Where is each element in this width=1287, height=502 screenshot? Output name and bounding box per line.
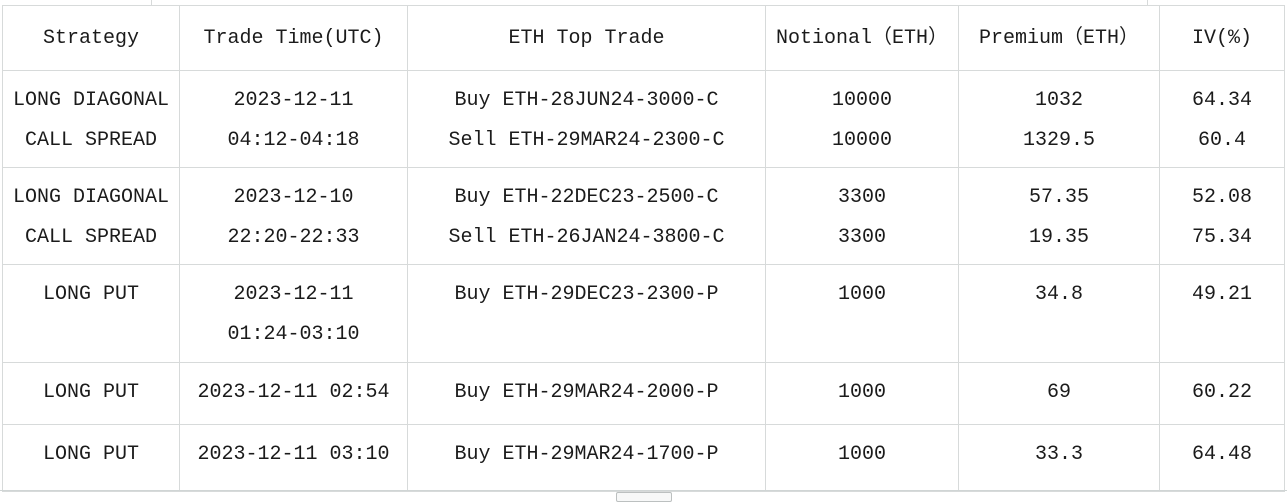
table-row: LONG PUT 2023-12-11 01:24-03:10 Buy ETH-… — [2, 264, 1285, 363]
line: 57.35 — [1028, 186, 1089, 209]
cell-trade-time: 2023-12-11 04:12-04:18 — [179, 70, 408, 168]
cell-iv: 64.34 60.4 — [1159, 70, 1285, 168]
cell-premium: 69 — [958, 362, 1160, 425]
cell-notional: 1000 — [765, 264, 959, 363]
line: 1000 — [837, 283, 886, 306]
line: 69 — [1046, 381, 1071, 404]
cell-notional: 1000 — [765, 362, 959, 425]
table-row: LONG PUT 2023-12-11 03:10 Buy ETH-29MAR2… — [2, 424, 1285, 492]
line: 01:24-03:10 — [227, 323, 360, 346]
cell-trades: Buy ETH-22DEC23-2500-C Sell ETH-26JAN24-… — [407, 167, 766, 265]
cell-strategy: LONG PUT — [2, 264, 180, 363]
cell-strategy: LONG DIAGONAL CALL SPREAD — [2, 70, 180, 168]
cell-premium: 34.8 — [958, 264, 1160, 363]
line: LONG PUT — [42, 443, 139, 466]
line: 2023-12-10 — [233, 186, 354, 209]
line: 1032 — [1034, 89, 1083, 112]
cell-trades: Buy ETH-29DEC23-2300-P — [407, 264, 766, 363]
line: 1000 — [837, 443, 886, 466]
line: 33.3 — [1034, 443, 1083, 466]
line: 22:20-22:33 — [227, 226, 360, 249]
header-trade-time: Trade Time(UTC) — [179, 5, 408, 71]
line: Buy ETH-28JUN24-3000-C — [454, 89, 719, 112]
cell-premium: 1032 1329.5 — [958, 70, 1160, 168]
line: Buy ETH-29MAR24-1700-P — [454, 443, 719, 466]
cell-trade-time: 2023-12-11 03:10 — [179, 424, 408, 492]
line: LONG DIAGONAL — [12, 186, 170, 209]
line: 75.34 — [1191, 226, 1252, 249]
line: 19.35 — [1028, 226, 1089, 249]
cell-trades: Buy ETH-28JUN24-3000-C Sell ETH-29MAR24-… — [407, 70, 766, 168]
line: 2023-12-11 — [233, 283, 354, 306]
cropped-row-border-remnant-right — [1147, 0, 1148, 5]
header-row: Strategy Trade Time(UTC) ETH Top Trade N… — [2, 5, 1285, 71]
eth-top-trade-table: Strategy Trade Time(UTC) ETH Top Trade N… — [2, 5, 1285, 492]
cell-premium: 57.35 19.35 — [958, 167, 1160, 265]
line: 2023-12-11 02:54 — [197, 381, 390, 404]
cell-iv: 49.21 — [1159, 264, 1285, 363]
line: 60.22 — [1191, 381, 1252, 404]
line: Buy ETH-29MAR24-2000-P — [454, 381, 719, 404]
line: Sell ETH-29MAR24-2300-C — [448, 129, 725, 152]
line: 49.21 — [1191, 283, 1252, 306]
line: 10000 — [831, 89, 892, 112]
cropped-row-border-remnant-left — [151, 0, 152, 5]
header-iv: IV(%) — [1159, 5, 1285, 71]
line: LONG DIAGONAL — [12, 89, 170, 112]
line: CALL SPREAD — [24, 129, 158, 152]
cell-trades: Buy ETH-29MAR24-2000-P — [407, 362, 766, 425]
line: 3300 — [837, 186, 886, 209]
line: 60.4 — [1197, 129, 1246, 152]
line: 64.48 — [1191, 443, 1252, 466]
cell-iv: 64.48 — [1159, 424, 1285, 492]
line: 10000 — [831, 129, 892, 152]
line: CALL SPREAD — [24, 226, 158, 249]
table-row: LONG DIAGONAL CALL SPREAD 2023-12-10 22:… — [2, 167, 1285, 265]
cell-notional: 10000 10000 — [765, 70, 959, 168]
header-notional: Notional（ETH） — [765, 5, 959, 71]
cell-premium: 33.3 — [958, 424, 1160, 492]
header-strategy: Strategy — [2, 5, 180, 71]
cell-trade-time: 2023-12-11 01:24-03:10 — [179, 264, 408, 363]
table-row: LONG PUT 2023-12-11 02:54 Buy ETH-29MAR2… — [2, 362, 1285, 425]
line: 1000 — [837, 381, 886, 404]
cell-notional: 1000 — [765, 424, 959, 492]
cell-iv: 52.08 75.34 — [1159, 167, 1285, 265]
line: 3300 — [837, 226, 886, 249]
table-row: LONG DIAGONAL CALL SPREAD 2023-12-11 04:… — [2, 70, 1285, 168]
line: Buy ETH-22DEC23-2500-C — [454, 186, 719, 209]
line: 2023-12-11 — [233, 89, 354, 112]
cell-trades: Buy ETH-29MAR24-1700-P — [407, 424, 766, 492]
line: 1329.5 — [1022, 129, 1095, 152]
cell-trade-time: 2023-12-10 22:20-22:33 — [179, 167, 408, 265]
line: LONG PUT — [42, 381, 139, 404]
bottom-divider — [0, 490, 1287, 491]
line: 64.34 — [1191, 89, 1252, 112]
cell-trade-time: 2023-12-11 02:54 — [179, 362, 408, 425]
line: 04:12-04:18 — [227, 129, 360, 152]
line: Buy ETH-29DEC23-2300-P — [454, 283, 719, 306]
header-premium: Premium（ETH） — [958, 5, 1160, 71]
line: 2023-12-11 03:10 — [197, 443, 390, 466]
header-eth-top-trade: ETH Top Trade — [407, 5, 766, 71]
cell-strategy: LONG DIAGONAL CALL SPREAD — [2, 167, 180, 265]
line: LONG PUT — [42, 283, 139, 306]
line: 52.08 — [1191, 186, 1252, 209]
cell-notional: 3300 3300 — [765, 167, 959, 265]
cell-strategy: LONG PUT — [2, 424, 180, 492]
cropped-element-below-table — [616, 492, 672, 502]
cell-iv: 60.22 — [1159, 362, 1285, 425]
cell-strategy: LONG PUT — [2, 362, 180, 425]
line: Sell ETH-26JAN24-3800-C — [448, 226, 725, 249]
line: 34.8 — [1034, 283, 1083, 306]
